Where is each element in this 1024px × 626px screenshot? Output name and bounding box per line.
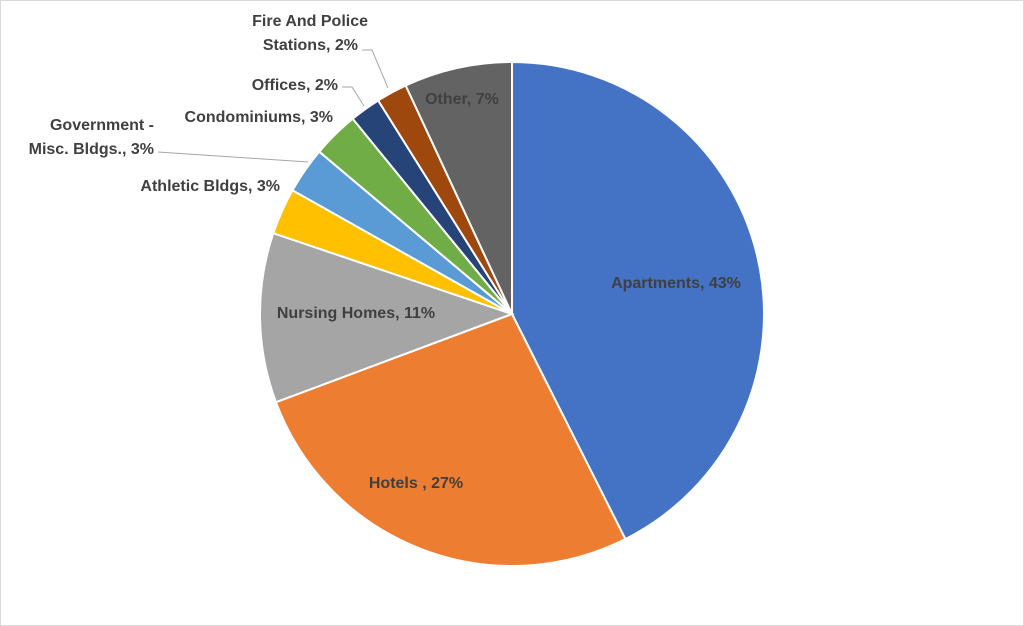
label-hotels: Hotels , 27%: [369, 475, 463, 492]
leader-line-offices: [342, 86, 365, 107]
label-condominiums: Condominiums, 3%: [185, 109, 333, 126]
label-athletic-bldgs: Athletic Bldgs, 3%: [140, 178, 280, 195]
label-other: Other, 7%: [425, 91, 499, 108]
label-offices: Offices, 2%: [252, 77, 338, 94]
pie-slice-other: [404, 60, 513, 315]
pie-slice-nursing-homes: [259, 231, 515, 404]
leader-line-government-misc-bldgs: [157, 151, 309, 163]
pie-slice-hotels: [274, 312, 627, 567]
label-apartments: Apartments, 43%: [611, 275, 741, 292]
pie-slices: [259, 60, 765, 567]
label-nursing-homes: Nursing Homes, 11%: [277, 305, 435, 322]
leader-line-fire-and-police-stations: [362, 49, 389, 89]
leader-lines: [157, 49, 389, 163]
label-government-misc-line1: Government -: [50, 117, 154, 134]
label-fire-police-line1: Fire And Police: [252, 13, 368, 30]
label-fire-police-line2: Stations, 2%: [263, 37, 358, 54]
label-government-misc-line2: Misc. Bldgs., 3%: [29, 141, 154, 158]
pie-slice-apartments: [511, 60, 765, 541]
